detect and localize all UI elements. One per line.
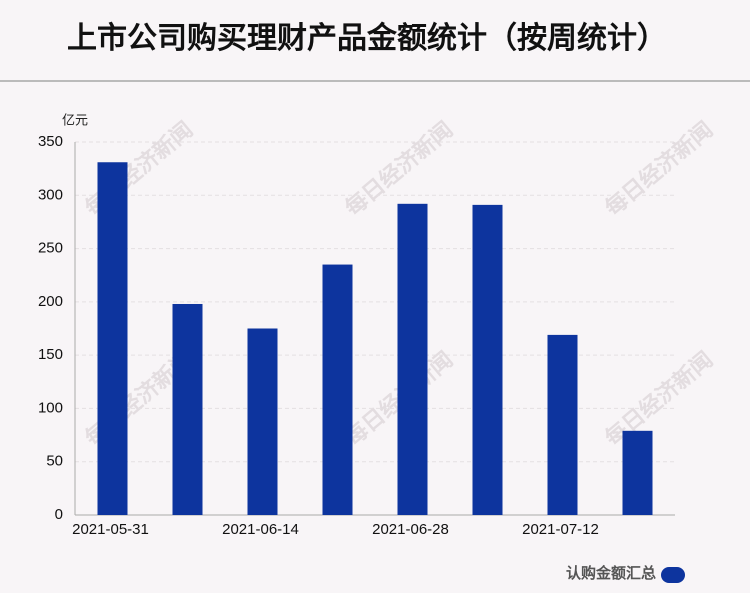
legend-label: 认购金额汇总 bbox=[566, 564, 656, 582]
bar bbox=[397, 203, 428, 515]
bar bbox=[622, 430, 653, 515]
y-tick-label: 150 bbox=[38, 346, 63, 363]
y-tick-label: 200 bbox=[38, 293, 63, 310]
legend-swatch bbox=[661, 567, 685, 583]
y-tick-label: 300 bbox=[38, 186, 63, 203]
bar bbox=[547, 334, 578, 515]
bar bbox=[97, 162, 128, 515]
y-tick-label: 100 bbox=[38, 399, 63, 416]
x-tick-label: 2021-07-12 bbox=[522, 521, 599, 538]
x-tick-label: 2021-06-14 bbox=[222, 521, 299, 538]
y-tick-label: 350 bbox=[38, 133, 63, 150]
y-tick-label: 50 bbox=[46, 453, 63, 470]
y-tick-label: 250 bbox=[38, 240, 63, 257]
x-tick-label: 2021-05-31 bbox=[72, 521, 149, 538]
bar bbox=[172, 303, 203, 515]
bar bbox=[472, 204, 503, 515]
bar bbox=[322, 264, 353, 515]
x-tick-label: 2021-06-28 bbox=[372, 521, 449, 538]
chart-title: 上市公司购买理财产品金额统计（按周统计） bbox=[67, 21, 667, 55]
y-tick-label: 0 bbox=[55, 506, 63, 523]
bar bbox=[247, 328, 278, 515]
y-axis-label: 亿元 bbox=[62, 112, 88, 127]
